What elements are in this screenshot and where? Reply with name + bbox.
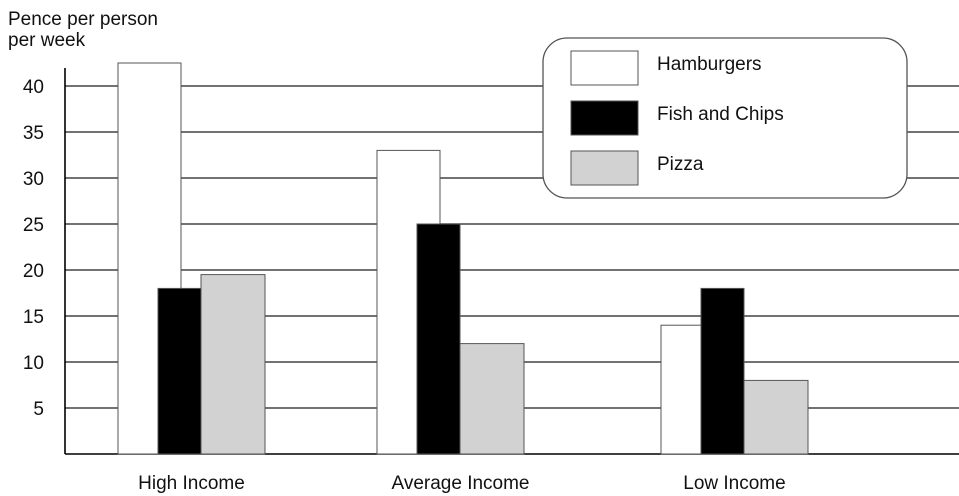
y-tick-label: 10 (23, 353, 44, 374)
y-tick-label: 5 (33, 399, 44, 420)
legend: Hamburgers Fish and Chips Pizza (542, 37, 908, 199)
x-tick-label: Average Income (391, 473, 529, 494)
y-tick-label: 35 (23, 123, 44, 144)
y-axis-label-line-2: per week (8, 30, 86, 51)
y-tick-label: 20 (23, 261, 44, 282)
y-tick-label: 30 (23, 169, 44, 190)
y-tick-label: 40 (23, 77, 44, 98)
x-tick-label: Low Income (683, 473, 785, 494)
y-axis-label-line-1: Pence per person (8, 9, 158, 30)
y-axis-label: Pence per person per week (8, 9, 158, 51)
y-tick-label: 25 (23, 215, 44, 236)
legend-swatch-hamburgers (570, 50, 639, 86)
y-tick-labels: 5 10 15 20 25 30 35 40 (23, 77, 44, 420)
bar-fish-and-chips (416, 223, 461, 455)
legend-label-fish-and-chips: Fish and Chips (657, 104, 784, 125)
legend-swatch-fish-and-chips (570, 100, 639, 136)
y-tick-label: 15 (23, 307, 44, 328)
bar-fish-and-chips (157, 287, 202, 455)
legend-swatch-pizza (570, 150, 639, 186)
legend-label-hamburgers: Hamburgers (657, 54, 762, 75)
legend-label-pizza: Pizza (657, 154, 704, 175)
x-tick-label: High Income (138, 473, 245, 494)
bar-pizza (200, 274, 266, 455)
bar-pizza (459, 343, 525, 455)
bars (117, 62, 809, 455)
bar-fish-and-chips (700, 287, 745, 455)
bar-pizza (743, 379, 809, 455)
x-tick-labels: High Income Average Income Low Income (138, 473, 786, 494)
